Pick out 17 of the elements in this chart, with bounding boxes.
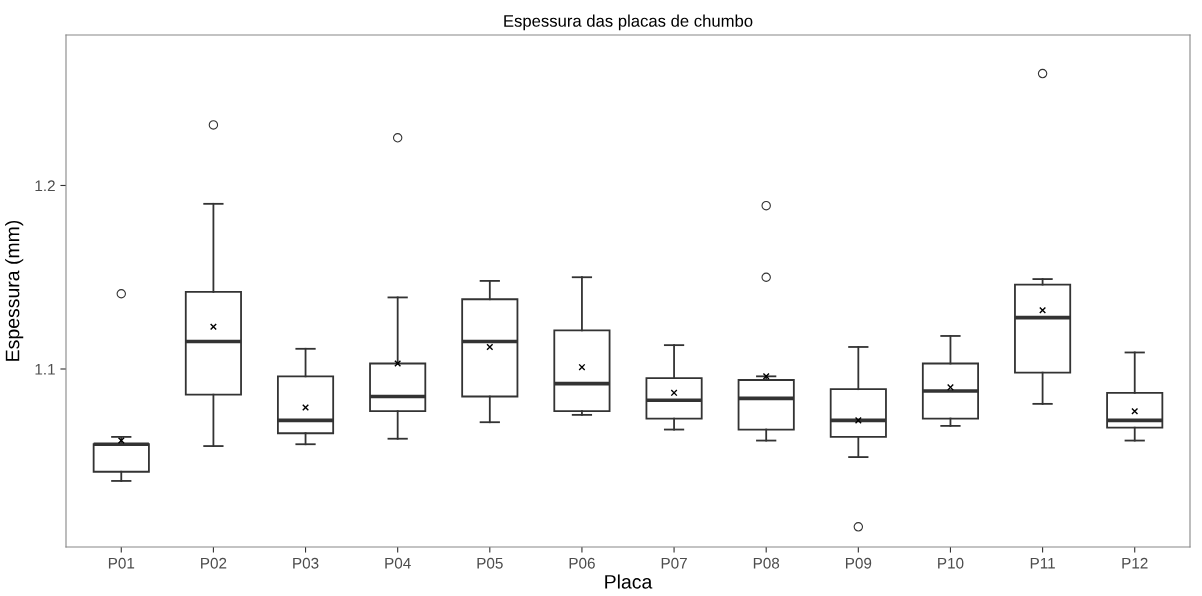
x-tick-label: P10 — [938, 557, 964, 569]
y-tick-label: 1.1 — [35, 364, 55, 375]
x-tick-label: P12 — [1122, 557, 1148, 569]
y-axis-title: Espessura (mm) — [5, 220, 24, 361]
x-tick-label: P09 — [845, 557, 872, 569]
chart-title: Espessura das placas de chumbo — [504, 14, 753, 31]
x-tick-label: P05 — [477, 557, 503, 569]
x-axis-title: Placa — [605, 574, 653, 589]
x-tick-label: P07 — [661, 557, 687, 569]
x-tick-label: P04 — [385, 557, 411, 569]
x-tick-label: P01 — [108, 557, 135, 569]
x-tick-label: P08 — [753, 557, 780, 569]
x-tick-label: P03 — [293, 557, 319, 569]
x-tick-label: P02 — [201, 557, 227, 569]
x-tick-label: P06 — [569, 557, 595, 569]
y-tick-label: 1.2 — [35, 180, 55, 192]
x-tick-label: P11 — [1030, 557, 1055, 569]
